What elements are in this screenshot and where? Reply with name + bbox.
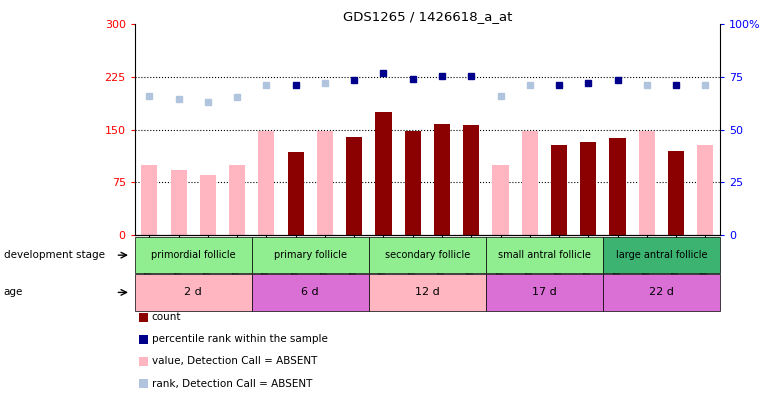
Title: GDS1265 / 1426618_a_at: GDS1265 / 1426618_a_at bbox=[343, 10, 512, 23]
Bar bbox=[229, 165, 245, 235]
Bar bbox=[288, 152, 303, 235]
Bar bbox=[551, 145, 567, 235]
Bar bbox=[493, 165, 508, 235]
Bar bbox=[581, 142, 596, 235]
Text: 2 d: 2 d bbox=[184, 288, 203, 297]
Bar bbox=[522, 131, 537, 235]
Text: percentile rank within the sample: percentile rank within the sample bbox=[152, 334, 327, 344]
Bar bbox=[259, 131, 274, 235]
Bar bbox=[376, 112, 391, 235]
Text: secondary follicle: secondary follicle bbox=[385, 250, 470, 260]
Bar bbox=[200, 175, 216, 235]
Bar bbox=[405, 131, 420, 235]
Text: age: age bbox=[4, 288, 23, 297]
Bar bbox=[698, 145, 713, 235]
Text: small antral follicle: small antral follicle bbox=[498, 250, 591, 260]
Text: rank, Detection Call = ABSENT: rank, Detection Call = ABSENT bbox=[152, 379, 312, 388]
Text: value, Detection Call = ABSENT: value, Detection Call = ABSENT bbox=[152, 356, 317, 366]
Bar bbox=[142, 165, 157, 235]
Text: 17 d: 17 d bbox=[532, 288, 557, 297]
Bar bbox=[171, 171, 186, 235]
Text: 22 d: 22 d bbox=[649, 288, 674, 297]
Bar bbox=[639, 131, 654, 235]
Bar bbox=[434, 124, 450, 235]
Bar bbox=[610, 138, 625, 235]
Text: primary follicle: primary follicle bbox=[274, 250, 346, 260]
Text: count: count bbox=[152, 312, 181, 322]
Text: 6 d: 6 d bbox=[302, 288, 319, 297]
Bar bbox=[464, 125, 479, 235]
Text: primordial follicle: primordial follicle bbox=[151, 250, 236, 260]
Text: large antral follicle: large antral follicle bbox=[616, 250, 707, 260]
Bar bbox=[668, 151, 684, 235]
Bar bbox=[346, 136, 362, 235]
Text: 12 d: 12 d bbox=[415, 288, 440, 297]
Text: development stage: development stage bbox=[4, 250, 105, 260]
Bar bbox=[317, 131, 333, 235]
